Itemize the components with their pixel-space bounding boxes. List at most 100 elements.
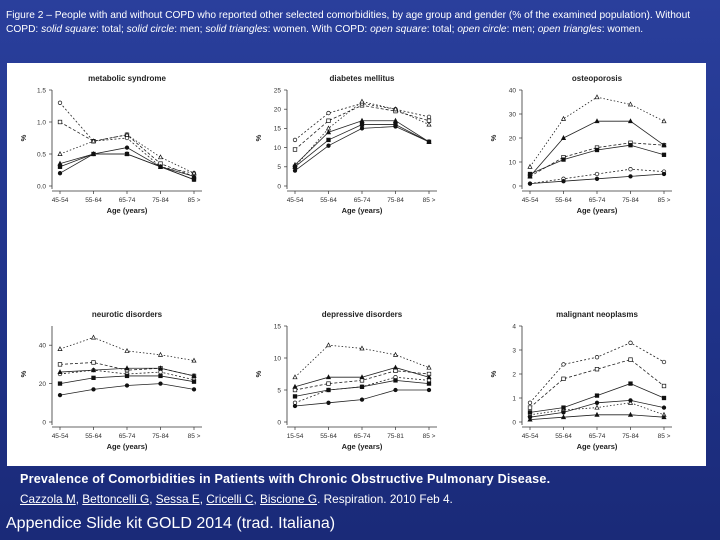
data-point bbox=[561, 410, 566, 415]
data-point bbox=[628, 174, 633, 179]
caption-sep: : total; bbox=[96, 23, 127, 35]
x-tick-label: 45-54 bbox=[287, 197, 304, 204]
data-point bbox=[661, 359, 667, 365]
data-point bbox=[426, 364, 432, 370]
x-tick-label: 85 > bbox=[423, 197, 436, 204]
data-point bbox=[359, 126, 365, 131]
y-tick-label: 1.5 bbox=[37, 87, 46, 94]
chart-title: metabolic syndrome bbox=[88, 74, 166, 83]
y-tick-label: 15 bbox=[274, 126, 282, 133]
series-line bbox=[529, 96, 665, 168]
x-axis-label: Age (years) bbox=[577, 206, 618, 215]
data-point bbox=[594, 118, 600, 124]
data-point bbox=[594, 411, 600, 417]
y-tick-label: 1.0 bbox=[37, 119, 46, 126]
y-tick-label: 0 bbox=[42, 419, 46, 426]
data-point bbox=[561, 362, 566, 367]
data-point bbox=[594, 367, 600, 372]
data-point bbox=[560, 115, 567, 121]
chart-depressive-disorders: depressive disorders 0 5 10 15% 15-54 55-64 65-… bbox=[254, 310, 437, 451]
data-point bbox=[359, 384, 365, 389]
data-point bbox=[661, 414, 667, 420]
data-point bbox=[57, 392, 63, 398]
data-point bbox=[527, 410, 533, 415]
data-point bbox=[661, 152, 667, 157]
y-tick-label: 0 bbox=[512, 419, 516, 426]
citation-author[interactable]: Bettoncelli G bbox=[82, 492, 150, 506]
chart-neurotic-disorders: neurotic disorders 0 20 40% 45-54 55-64 65-74 7… bbox=[19, 310, 202, 451]
data-point bbox=[392, 364, 399, 370]
data-point bbox=[359, 345, 365, 351]
caption-sep: : women. bbox=[601, 23, 644, 35]
x-axis-label: Age (years) bbox=[577, 442, 618, 451]
x-tick-label: 45-54 bbox=[522, 197, 539, 204]
data-point bbox=[91, 360, 96, 365]
data-point bbox=[124, 348, 130, 353]
data-point bbox=[560, 135, 567, 140]
data-point bbox=[57, 171, 63, 176]
y-tick-label: 1 bbox=[512, 395, 516, 402]
series-copd-women bbox=[57, 131, 197, 176]
series-copd-women bbox=[527, 94, 667, 169]
y-tick-label: 15 bbox=[274, 323, 282, 330]
y-tick-label: 2 bbox=[512, 371, 516, 378]
data-point bbox=[157, 154, 164, 160]
data-point bbox=[292, 374, 298, 380]
series-no-copd-men bbox=[292, 387, 432, 409]
data-point bbox=[426, 381, 432, 386]
x-tick-label: 65-74 bbox=[119, 433, 136, 440]
data-point bbox=[57, 119, 63, 125]
data-point bbox=[124, 145, 130, 150]
citation-author[interactable]: Cazzola M bbox=[20, 492, 76, 506]
caption-sep: : men; bbox=[506, 23, 538, 35]
y-axis-label: % bbox=[489, 370, 498, 377]
y-tick-label: 10 bbox=[274, 355, 282, 362]
x-axis-label: Age (years) bbox=[342, 206, 383, 215]
data-point bbox=[392, 351, 399, 357]
series-copd-women bbox=[57, 334, 197, 363]
y-tick-label: 5 bbox=[277, 387, 281, 394]
x-tick-label: 55-64 bbox=[555, 433, 572, 440]
data-point bbox=[57, 369, 63, 375]
series-no-copd-women bbox=[292, 117, 432, 167]
x-tick-label: 85 > bbox=[188, 433, 201, 440]
x-tick-label: 85 > bbox=[658, 197, 671, 204]
caption-solid-square: solid square bbox=[41, 23, 97, 35]
figure-panel: metabolic syndrome 0.0 0.5 1.0 1.5% 45-54 55-6… bbox=[7, 63, 706, 466]
data-point bbox=[661, 118, 667, 124]
data-point bbox=[627, 411, 634, 417]
data-point bbox=[158, 381, 163, 386]
data-point bbox=[57, 151, 63, 156]
data-point bbox=[90, 151, 97, 156]
citation-author[interactable]: Cricelli C bbox=[206, 492, 254, 506]
y-tick-label: 30 bbox=[509, 111, 517, 118]
chart-title: osteoporosis bbox=[572, 74, 623, 83]
citation-author[interactable]: Sessa E bbox=[155, 492, 200, 506]
series-copd-total bbox=[292, 368, 432, 393]
citation-author[interactable]: Biscione G bbox=[260, 492, 318, 506]
data-point bbox=[124, 131, 130, 137]
data-point bbox=[57, 100, 63, 105]
data-point bbox=[527, 181, 533, 186]
data-point bbox=[594, 171, 600, 177]
y-tick-label: 40 bbox=[509, 87, 517, 94]
data-point bbox=[426, 121, 432, 127]
figure-caption: Figure 2 – People with and without COPD … bbox=[6, 9, 714, 36]
data-point bbox=[157, 365, 164, 371]
series-line bbox=[529, 142, 665, 177]
x-tick-label: 15-54 bbox=[287, 433, 304, 440]
series-line bbox=[529, 359, 665, 408]
data-point bbox=[57, 362, 63, 367]
data-point bbox=[661, 383, 667, 389]
data-point bbox=[292, 383, 298, 389]
data-point bbox=[392, 106, 399, 112]
data-point bbox=[359, 98, 365, 104]
data-point bbox=[661, 405, 667, 410]
data-point bbox=[561, 405, 566, 410]
data-point bbox=[627, 118, 634, 124]
series-copd-total bbox=[527, 357, 667, 410]
data-point bbox=[594, 393, 600, 398]
x-tick-label: 65-74 bbox=[354, 433, 371, 440]
y-axis-label: % bbox=[19, 134, 28, 141]
x-tick-label: 45-54 bbox=[52, 197, 69, 204]
